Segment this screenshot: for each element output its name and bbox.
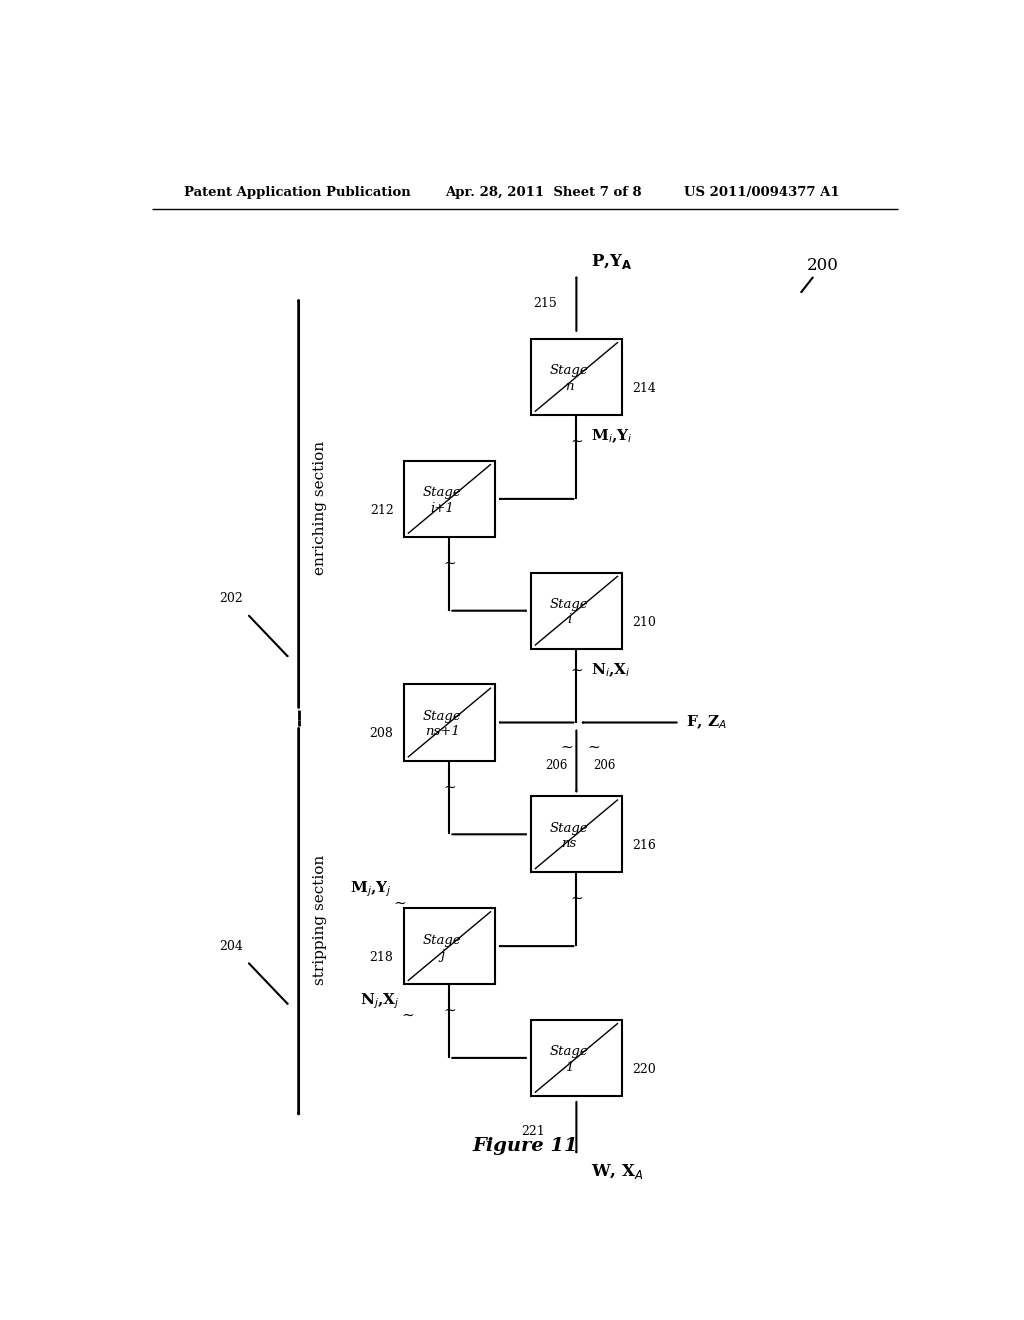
Text: 202: 202 bbox=[219, 591, 243, 605]
Text: ns+1: ns+1 bbox=[425, 725, 460, 738]
Text: 206: 206 bbox=[546, 759, 567, 772]
Text: n: n bbox=[565, 380, 573, 392]
Bar bbox=[403, 461, 495, 537]
Text: 208: 208 bbox=[370, 727, 393, 741]
Bar bbox=[530, 1020, 622, 1096]
Text: F, Z$_A$: F, Z$_A$ bbox=[686, 714, 727, 731]
Text: ∼: ∼ bbox=[443, 1005, 456, 1018]
Text: Stage: Stage bbox=[550, 598, 589, 611]
Text: 1: 1 bbox=[565, 1060, 573, 1073]
Text: i: i bbox=[567, 614, 571, 627]
Text: Patent Application Publication: Patent Application Publication bbox=[183, 186, 411, 199]
Text: ∼: ∼ bbox=[570, 434, 583, 449]
Text: 216: 216 bbox=[633, 840, 656, 853]
Text: 221: 221 bbox=[521, 1125, 545, 1138]
Text: W, X$_A$: W, X$_A$ bbox=[591, 1162, 643, 1181]
Text: 210: 210 bbox=[633, 615, 656, 628]
Text: 206: 206 bbox=[593, 759, 615, 772]
Text: j: j bbox=[440, 949, 444, 962]
Text: 220: 220 bbox=[633, 1063, 656, 1076]
Text: 214: 214 bbox=[633, 381, 656, 395]
Text: stripping section: stripping section bbox=[313, 854, 327, 985]
Text: Stage: Stage bbox=[423, 710, 462, 723]
Text: Stage: Stage bbox=[550, 822, 589, 834]
Text: Apr. 28, 2011  Sheet 7 of 8: Apr. 28, 2011 Sheet 7 of 8 bbox=[445, 186, 642, 199]
Text: 215: 215 bbox=[532, 297, 556, 310]
Text: i+1: i+1 bbox=[430, 502, 454, 515]
Text: Stage: Stage bbox=[423, 933, 462, 946]
Text: Stage: Stage bbox=[550, 364, 589, 378]
Text: Figure 11: Figure 11 bbox=[472, 1138, 578, 1155]
Text: ∼: ∼ bbox=[443, 557, 456, 570]
Text: ∼: ∼ bbox=[570, 664, 583, 677]
Text: ∼: ∼ bbox=[443, 780, 456, 795]
Text: 218: 218 bbox=[370, 950, 393, 964]
Text: P,Y$\mathbf{_A}$: P,Y$\mathbf{_A}$ bbox=[591, 252, 632, 271]
Text: ∼: ∼ bbox=[401, 1008, 414, 1023]
Text: Stage: Stage bbox=[550, 1045, 589, 1059]
Bar bbox=[403, 684, 495, 760]
Bar bbox=[530, 339, 622, 414]
Text: US 2011/0094377 A1: US 2011/0094377 A1 bbox=[684, 186, 839, 199]
Text: N$_j$,X$_j$: N$_j$,X$_j$ bbox=[360, 991, 399, 1011]
Text: ∼: ∼ bbox=[570, 892, 583, 906]
Text: ∼: ∼ bbox=[588, 741, 600, 755]
Text: 200: 200 bbox=[807, 256, 839, 273]
Text: Stage: Stage bbox=[423, 486, 462, 499]
Bar bbox=[530, 573, 622, 649]
Text: M$_i$,Y$_i$: M$_i$,Y$_i$ bbox=[591, 428, 633, 445]
Text: N$_i$,X$_i$: N$_i$,X$_i$ bbox=[591, 661, 631, 680]
Text: ∼: ∼ bbox=[560, 741, 573, 755]
Bar bbox=[530, 796, 622, 873]
Bar bbox=[403, 908, 495, 985]
Text: ns: ns bbox=[561, 837, 577, 850]
Text: 204: 204 bbox=[219, 940, 243, 953]
Text: M$_j$,Y$_j$: M$_j$,Y$_j$ bbox=[350, 879, 392, 899]
Text: 212: 212 bbox=[370, 504, 393, 517]
Text: ∼: ∼ bbox=[393, 898, 407, 911]
Text: enriching section: enriching section bbox=[313, 441, 327, 576]
